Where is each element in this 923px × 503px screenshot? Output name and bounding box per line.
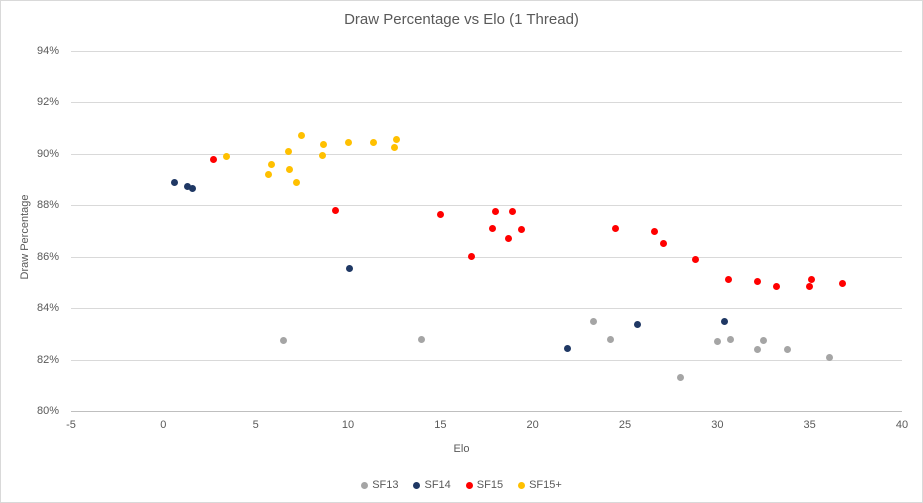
data-point-sf15-plus bbox=[318, 151, 326, 159]
legend-marker-icon bbox=[361, 481, 369, 489]
data-point-sf15 bbox=[468, 253, 476, 261]
data-point-sf15 bbox=[772, 282, 780, 290]
data-point-sf15 bbox=[518, 226, 526, 234]
data-point-sf15 bbox=[331, 206, 339, 214]
data-point-sf15-plus bbox=[344, 138, 352, 146]
x-tick-label: 30 bbox=[711, 419, 724, 431]
data-point-sf13 bbox=[826, 353, 834, 361]
x-tick-label: 20 bbox=[526, 419, 539, 431]
data-point-sf15-plus bbox=[267, 160, 275, 168]
x-tick-label: 40 bbox=[895, 419, 909, 431]
x-tick-label: 0 bbox=[160, 419, 167, 431]
data-point-sf15 bbox=[691, 255, 699, 263]
x-axis-title: Elo bbox=[453, 443, 470, 455]
data-point-sf15 bbox=[651, 227, 659, 235]
data-point-sf13 bbox=[590, 317, 598, 325]
x-tick-label: 5 bbox=[252, 419, 259, 431]
y-tick-label: 86% bbox=[36, 250, 59, 263]
data-point-sf14 bbox=[346, 264, 354, 272]
gridline bbox=[71, 308, 902, 310]
data-point-sf15 bbox=[436, 210, 444, 218]
legend-item-sf15-plus: SF15+ bbox=[518, 479, 562, 491]
data-point-sf13 bbox=[606, 335, 614, 343]
data-point-sf15-plus bbox=[298, 132, 306, 140]
data-point-sf14 bbox=[183, 182, 191, 190]
data-point-sf15-plus bbox=[390, 143, 398, 151]
data-point-sf15 bbox=[505, 235, 513, 243]
data-point-sf15-plus bbox=[392, 136, 400, 144]
data-point-sf15-plus bbox=[222, 152, 230, 160]
legend-item-sf14: SF14 bbox=[413, 479, 451, 491]
data-point-sf15 bbox=[754, 277, 762, 285]
x-tick-label: 25 bbox=[618, 419, 632, 431]
legend-label-sf15: SF15 bbox=[476, 479, 504, 491]
data-point-sf13 bbox=[784, 345, 791, 353]
data-point-sf15 bbox=[808, 276, 815, 284]
data-point-sf15-plus bbox=[320, 141, 328, 149]
data-point-sf15 bbox=[612, 224, 620, 232]
data-point-sf15-plus bbox=[286, 165, 294, 173]
data-point-sf14 bbox=[189, 185, 197, 193]
gridline bbox=[71, 359, 902, 361]
x-tick-label: -5 bbox=[66, 419, 76, 431]
gridline bbox=[71, 102, 902, 104]
gridline bbox=[71, 205, 902, 207]
data-point-sf15-plus bbox=[370, 138, 378, 146]
y-tick-label: 82% bbox=[36, 353, 59, 366]
x-tick-label: 35 bbox=[803, 419, 816, 431]
data-point-sf13 bbox=[760, 336, 767, 344]
data-point-sf14 bbox=[170, 178, 178, 186]
x-tick-label: 10 bbox=[341, 419, 355, 431]
x-axis-line bbox=[71, 411, 902, 412]
data-point-sf14 bbox=[721, 317, 729, 325]
legend-label-sf15-plus: SF15+ bbox=[529, 479, 562, 491]
data-point-sf15 bbox=[660, 240, 668, 248]
x-tick-label: 15 bbox=[434, 419, 447, 431]
data-point-sf15 bbox=[492, 208, 500, 216]
data-point-sf14 bbox=[564, 344, 572, 352]
legend: SF13 SF14 SF15 SF15+ bbox=[1, 479, 922, 491]
data-point-sf14 bbox=[634, 321, 642, 329]
legend-item-sf13: SF13 bbox=[361, 479, 398, 491]
data-point-sf15 bbox=[724, 276, 732, 284]
legend-label-sf13: SF13 bbox=[372, 479, 399, 491]
data-point-sf13 bbox=[279, 336, 287, 344]
data-point-sf15 bbox=[839, 280, 847, 288]
gridline bbox=[71, 153, 902, 155]
legend-marker-icon bbox=[465, 481, 473, 489]
data-point-sf15 bbox=[209, 155, 217, 163]
data-point-sf15 bbox=[488, 224, 496, 232]
legend-marker-icon bbox=[518, 481, 526, 489]
data-point-sf15 bbox=[806, 282, 814, 290]
y-tick-label: 90% bbox=[36, 147, 59, 160]
data-point-sf15-plus bbox=[285, 147, 293, 155]
y-tick-label: 88% bbox=[36, 199, 59, 212]
legend-item-sf15: SF15 bbox=[465, 479, 504, 491]
legend-label-sf14: SF14 bbox=[424, 479, 451, 491]
y-tick-label: 92% bbox=[36, 96, 59, 109]
data-point-sf15-plus bbox=[292, 178, 300, 186]
data-point-sf13 bbox=[726, 335, 734, 343]
data-point-sf13 bbox=[713, 338, 721, 346]
data-point-sf13 bbox=[754, 345, 762, 353]
data-point-sf15-plus bbox=[265, 170, 273, 178]
data-point-sf13 bbox=[418, 335, 426, 343]
gridline bbox=[71, 256, 902, 258]
data-point-sf13 bbox=[676, 374, 684, 382]
data-point-sf15 bbox=[508, 208, 516, 216]
y-tick-label: 80% bbox=[36, 405, 59, 417]
y-tick-label: 94% bbox=[36, 45, 59, 57]
y-tick-label: 84% bbox=[36, 302, 59, 315]
legend-marker-icon bbox=[413, 481, 421, 489]
chart-title: Draw Percentage vs Elo (1 Thread) bbox=[344, 11, 579, 28]
gridline bbox=[71, 51, 902, 52]
